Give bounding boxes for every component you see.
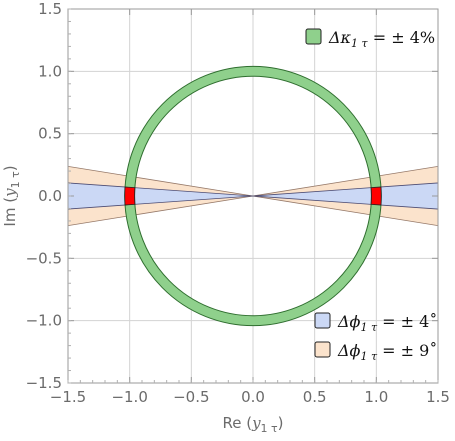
legend-label: Δϕ1 τ = ± 4˚ (337, 312, 437, 334)
data-layer (68, 65, 438, 327)
y-tick-label: −1.0 (26, 312, 62, 330)
legend-item-2: Δϕ1 τ = ± 9˚ (314, 341, 437, 363)
clipped-data (68, 65, 438, 327)
y-axis-title-close: ) (1, 165, 19, 171)
x-tick-label: −1.0 (111, 388, 147, 406)
legend-symbol: Δκ (328, 28, 352, 47)
legend-label: Δκ1 τ = ± 4% (328, 28, 435, 50)
y-axis-title-sub: 1 τ (9, 171, 22, 188)
legend-item-0: Δκ1 τ = ± 4% (305, 28, 435, 50)
x-tick-label: 1.5 (426, 388, 450, 406)
y-tick-label: 1.0 (38, 62, 62, 80)
y-axis-title-text: Im (y1 τ) (1, 165, 22, 226)
x-tick-label: 0.0 (241, 388, 265, 406)
y-tick-label: 0.5 (38, 125, 62, 143)
legend-swatch (314, 312, 331, 329)
y-tick-label: 0.0 (38, 187, 62, 205)
x-axis-title-text: Re (y1 τ) (222, 414, 283, 435)
wedge-band-4deg (68, 182, 438, 210)
legend-swatch (305, 28, 322, 45)
y-tick-label: −0.5 (26, 249, 62, 267)
legend: Δκ1 τ = ± 4%Δϕ1 τ = ± 4˚Δϕ1 τ = ± 9˚ (305, 28, 437, 363)
legend-sub: 1 τ (351, 37, 368, 50)
legend-symbol: Δϕ (337, 312, 361, 331)
x-axis-title-main: Re ( (222, 414, 252, 432)
y-axis-title: Im (y1 τ) (1, 165, 22, 226)
y-axis-title-var: y (1, 188, 19, 198)
y-tick-label: −1.5 (26, 374, 62, 392)
x-tick-label: 1.0 (364, 388, 388, 406)
x-axis-title-sub: 1 τ (261, 422, 278, 435)
legend-symbol: Δϕ (337, 341, 361, 360)
x-tick-label: −0.5 (173, 388, 209, 406)
overlap-right (370, 186, 382, 206)
legend-sub: 1 τ (360, 350, 377, 363)
tick-layer: −1.5 −1.0 −0.5 0.0 0.5 1.0 1.5 −1.5 −1.0 −0.5 0.0 0… (26, 0, 450, 406)
x-tick-label: −1.5 (50, 388, 86, 406)
legend-value: = ± 9˚ (377, 341, 437, 360)
legend-value: = ± 4% (368, 28, 435, 47)
x-tick-label: 0.5 (303, 388, 327, 406)
x-axis-title: Re (y1 τ) (222, 414, 283, 435)
y-axis-title-main: Im ( (1, 197, 19, 227)
legend-value: = ± 4˚ (377, 312, 437, 331)
overlap-left (124, 186, 136, 206)
x-axis-title-close: ) (278, 414, 284, 432)
y-tick-label: 1.5 (38, 0, 62, 18)
legend-item-1: Δϕ1 τ = ± 4˚ (314, 312, 437, 334)
legend-label: Δϕ1 τ = ± 9˚ (337, 341, 437, 363)
x-axis-title-var: y (251, 414, 261, 432)
legend-swatch (314, 341, 331, 358)
legend-sub: 1 τ (360, 321, 377, 334)
